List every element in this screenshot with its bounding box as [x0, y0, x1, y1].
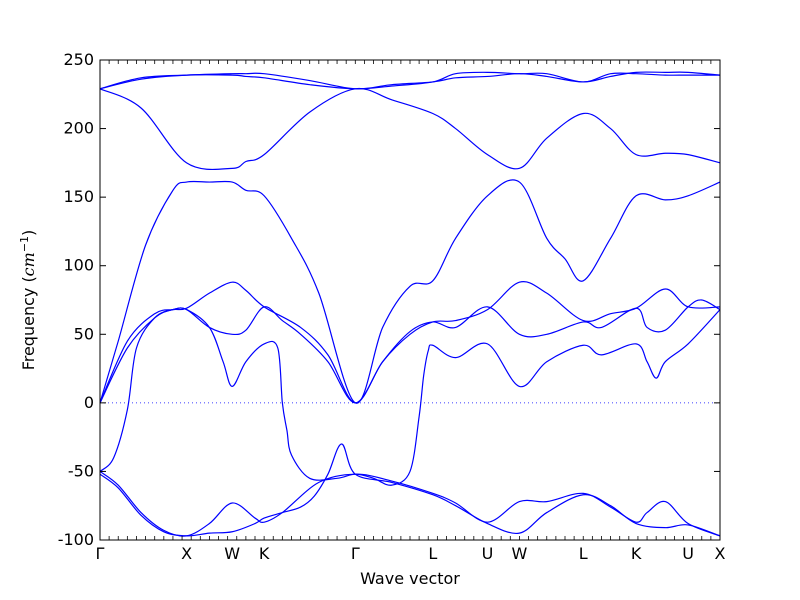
y-axis-title: Frequency (cm−1): [18, 230, 38, 371]
x-tick-label: Γ: [96, 544, 105, 563]
x-tick-label: W: [511, 544, 527, 563]
x-tick-label: U: [482, 544, 494, 563]
y-tick-label: 150: [63, 187, 94, 206]
band-line-3: [99, 87, 721, 171]
band-line-2: [99, 71, 720, 90]
x-axis-title: Wave vector: [360, 569, 460, 588]
band-line-6: [99, 299, 721, 404]
band-line-9: [99, 443, 721, 537]
y-tick-label: 100: [63, 256, 94, 275]
y-axis-title-close: ): [19, 230, 38, 236]
x-tick-label: K: [631, 544, 642, 563]
y-tick-label: 0: [84, 393, 94, 412]
band-line-1: [99, 71, 721, 90]
y-tick-label: 50: [74, 324, 94, 343]
x-tick-label: X: [715, 544, 726, 563]
band-line-7: [99, 307, 721, 486]
series-layer: [99, 71, 721, 537]
band-line-4: [99, 179, 721, 404]
y-axis-title-exponent: −1: [18, 236, 31, 252]
x-tick-label: K: [259, 544, 270, 563]
x-tick-label: W: [224, 544, 240, 563]
x-tick-label: U: [682, 544, 694, 563]
plot-frame: [99, 59, 721, 541]
x-tick-label: Γ: [351, 544, 360, 563]
x-tick-label: L: [579, 544, 588, 563]
x-tick-label: L: [428, 544, 437, 563]
y-axis-title-base: Frequency (: [19, 276, 38, 370]
y-tick-label: 250: [63, 50, 94, 69]
x-tick-label: X: [181, 544, 192, 563]
y-tick-label: -100: [58, 530, 94, 549]
plot-area: [100, 60, 720, 540]
y-axis-title-unit: cm: [19, 252, 38, 276]
y-tick-label: -50: [68, 461, 94, 480]
y-tick-label: 200: [63, 119, 94, 138]
